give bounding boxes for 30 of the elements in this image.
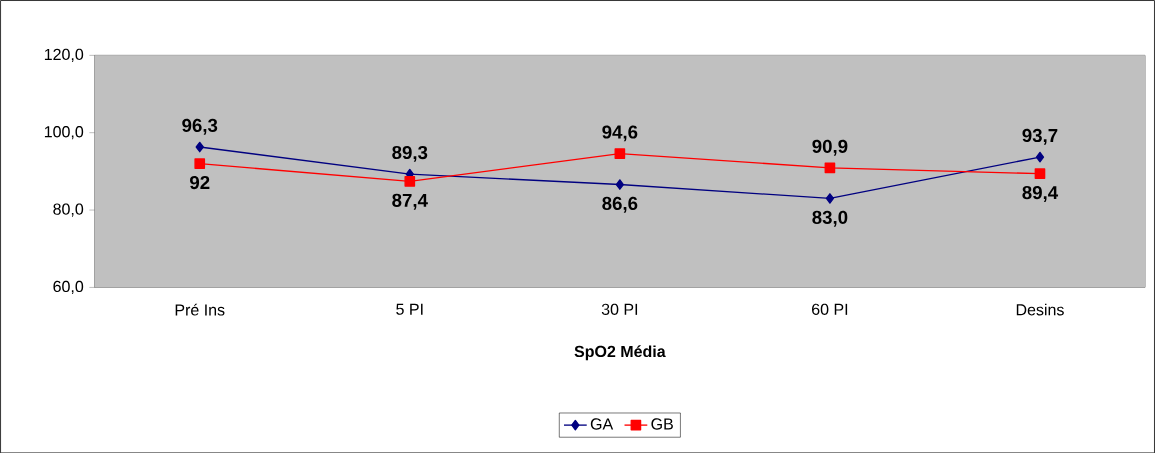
point — [1034, 168, 1046, 179]
data-label: 89,3 — [392, 145, 428, 162]
data-label: 90,9 — [812, 139, 848, 156]
point — [194, 158, 206, 169]
x-tick-label: Desins — [1016, 303, 1064, 316]
y-tick-label: 120,0 — [44, 48, 84, 62]
point — [404, 175, 416, 187]
point — [195, 141, 204, 153]
x-axis-title: SpO2 Média — [574, 345, 666, 361]
point — [614, 148, 626, 159]
y-tick-label: 100,0 — [44, 125, 84, 140]
data-label: 86,6 — [602, 196, 638, 213]
data-label: 93,7 — [1022, 128, 1058, 145]
x-tick-label: 60 PI — [812, 303, 848, 315]
data-label: 89,4 — [1022, 185, 1059, 202]
legend-label: GA — [590, 418, 614, 430]
point — [1035, 151, 1045, 163]
data-label: 87,4 — [392, 193, 428, 210]
data-label: 94,6 — [602, 125, 638, 142]
x-tick-label: Pré Ins — [175, 303, 225, 316]
point — [825, 192, 835, 204]
y-tick-label: 80,0 — [53, 203, 84, 217]
x-tick-label: 5 PI — [396, 303, 423, 315]
legend-label: GB — [651, 418, 673, 430]
data-label: 96,3 — [182, 118, 218, 135]
x-tick-label: 30 PI — [601, 303, 638, 315]
data-label: 83,0 — [812, 210, 848, 227]
data-label: 92 — [190, 175, 210, 189]
y-tick-label: 60,0 — [53, 280, 84, 294]
point — [615, 178, 625, 190]
